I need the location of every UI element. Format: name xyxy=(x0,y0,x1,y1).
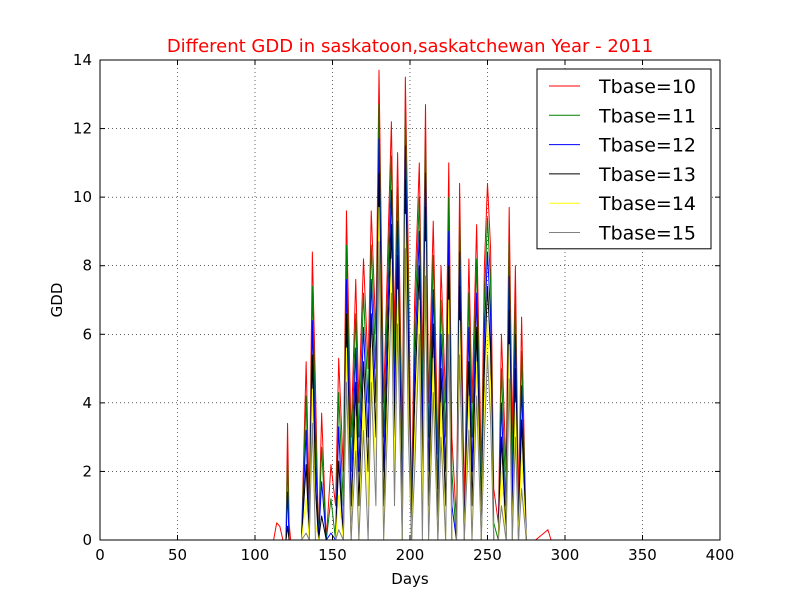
x-tick-label: 50 xyxy=(168,546,187,564)
legend-label: Tbase=15 xyxy=(598,223,696,245)
y-tick-label: 8 xyxy=(82,257,92,275)
x-tick-label: 300 xyxy=(551,546,580,564)
legend-label: Tbase=14 xyxy=(598,193,696,215)
x-tick-label: 250 xyxy=(473,546,502,564)
legend-box xyxy=(536,68,712,250)
x-axis-label: Days xyxy=(391,570,429,588)
x-tick-label: 350 xyxy=(628,546,657,564)
series-lines xyxy=(101,69,666,541)
y-tick-label: 12 xyxy=(73,120,92,138)
legend-label: Tbase=12 xyxy=(598,135,696,157)
x-tick-label: 400 xyxy=(706,546,735,564)
y-tick-label: 6 xyxy=(82,325,92,343)
y-axis-ticks: 0 2 4 6 8 10 12 14 xyxy=(73,51,720,549)
legend-label: Tbase=13 xyxy=(598,164,696,186)
x-tick-label: 200 xyxy=(396,546,425,564)
chart-title: Different GDD in saskatoon,saskatchewan … xyxy=(167,36,653,57)
x-tick-label: 0 xyxy=(95,546,105,564)
y-tick-label: 0 xyxy=(82,531,92,549)
x-axis-ticks: 0 50 100 150 200 250 300 350 400 xyxy=(95,60,734,564)
x-tick-label: 150 xyxy=(318,546,347,564)
y-tick-label: 10 xyxy=(73,188,92,206)
y-axis-label: GDD xyxy=(48,283,66,318)
series-line-6 xyxy=(101,241,666,541)
y-tick-label: 4 xyxy=(82,394,92,412)
legend: Tbase=10 Tbase=11 Tbase=12 Tbase=13 Tbase=14… xyxy=(536,68,712,250)
y-tick-label: 14 xyxy=(73,51,92,69)
x-tick-label: 100 xyxy=(241,546,270,564)
y-tick-label: 2 xyxy=(82,462,92,480)
legend-label: Tbase=10 xyxy=(598,76,696,98)
legend-label: Tbase=11 xyxy=(598,105,696,127)
